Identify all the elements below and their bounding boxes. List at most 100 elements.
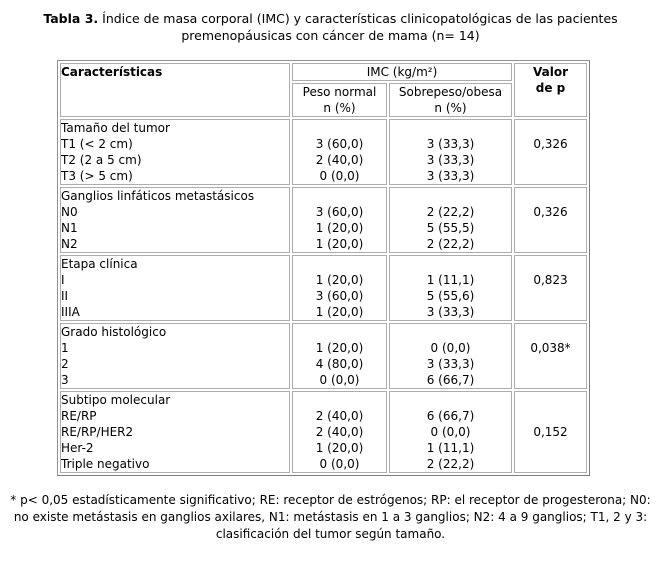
overweight-value: 3 (33,3) — [426, 357, 475, 371]
row-label: IIIA — [61, 305, 80, 319]
overweight-value: 1 (11,1) — [426, 273, 475, 287]
spacer-line — [390, 256, 511, 272]
spacer-line — [293, 256, 386, 272]
spacer-line — [515, 256, 586, 272]
table-header: Características IMC (kg/m²) Valor de p P… — [60, 63, 587, 117]
table-row: Tamaño del tumor T1 (< 2 cm) T2 (2 a 5 cm)… — [60, 119, 587, 185]
footnote: * p< 0,05 estadísticamente significativo… — [10, 493, 651, 541]
row-label: RE/RP/HER2 — [61, 425, 134, 439]
header-overweight-label: Sobrepeso/obesa — [398, 85, 503, 99]
p-value-cell: 0,152 — [514, 391, 587, 473]
normal-weight-value: 1 (20,0) — [315, 221, 364, 235]
characteristic-cell: Ganglios linfáticos metastásicos N0 N1 N2 — [60, 187, 290, 253]
spacer-line — [515, 392, 586, 408]
spacer-line — [515, 440, 586, 456]
table-row: Grado histológico 1 2 3 1 (20,0) 4 (80,0) 0 (0… — [60, 323, 587, 389]
spacer-line — [515, 408, 586, 424]
header-overweight: Sobrepeso/obesa n (%) — [389, 83, 512, 117]
normal-weight-cell: 1 (20,0) 4 (80,0) 0 (0,0) — [292, 323, 387, 389]
p-value: 0,152 — [533, 425, 568, 439]
p-value: 0,326 — [533, 205, 568, 219]
section-header: Subtipo molecular — [61, 393, 171, 407]
overweight-value: 2 (22,2) — [426, 237, 475, 251]
normal-weight-value: 1 (20,0) — [315, 273, 364, 287]
spacer-line — [515, 188, 586, 204]
table-body: Tamaño del tumor T1 (< 2 cm) T2 (2 a 5 cm)… — [60, 119, 587, 473]
overweight-value: 5 (55,5) — [426, 221, 475, 235]
row-label: T1 (< 2 cm) — [61, 137, 133, 151]
data-table: Características IMC (kg/m²) Valor de p P… — [57, 60, 590, 476]
normal-weight-value: 1 (20,0) — [315, 305, 364, 319]
p-value-cell: 0,038* — [514, 323, 587, 389]
spacer-line — [515, 220, 586, 236]
row-label: T2 (2 a 5 cm) — [61, 153, 142, 167]
header-n-pct: n (%) — [323, 101, 356, 115]
row-label: N0 — [61, 205, 78, 219]
characteristic-cell: Etapa clínica I II IIIA — [60, 255, 290, 321]
spacer-line — [515, 456, 586, 472]
spacer-line — [515, 288, 586, 304]
row-label: RE/RP — [61, 409, 97, 423]
header-characteristics: Características — [60, 63, 290, 117]
overweight-value: 5 (55,6) — [426, 289, 475, 303]
table-row: Etapa clínica I II IIIA 1 (20,0) 3 (60,0) 1 (2… — [60, 255, 587, 321]
overweight-cell: 0 (0,0) 3 (33,3) 6 (66,7) — [389, 323, 512, 389]
section-header: Etapa clínica — [61, 257, 138, 271]
header-n-pct: n (%) — [434, 101, 467, 115]
normal-weight-value: 2 (40,0) — [315, 153, 364, 167]
row-label: 2 — [61, 357, 69, 371]
spacer-line — [390, 392, 511, 408]
characteristic-cell: Tamaño del tumor T1 (< 2 cm) T2 (2 a 5 cm)… — [60, 119, 290, 185]
overweight-value: 2 (22,2) — [426, 205, 475, 219]
spacer-line — [515, 120, 586, 136]
table-row: Subtipo molecular RE/RP RE/RP/HER2 Her-2 Tri… — [60, 391, 587, 473]
row-label: I — [61, 273, 65, 287]
header-row-1: Características IMC (kg/m²) Valor de p — [60, 63, 587, 117]
header-row-2: Peso normal n (%) Sobrepeso/obesa n (%) — [60, 83, 587, 117]
normal-weight-cell: 3 (60,0) 1 (20,0) 1 (20,0) — [292, 187, 387, 253]
p-value: 0,326 — [533, 137, 568, 151]
row-label: T3 (> 5 cm) — [61, 169, 133, 183]
p-value: 0,823 — [533, 273, 568, 287]
normal-weight-value: 2 (40,0) — [315, 425, 364, 439]
row-label: N1 — [61, 221, 78, 235]
normal-weight-cell: 1 (20,0) 3 (60,0) 1 (20,0) — [292, 255, 387, 321]
spacer-line — [515, 152, 586, 168]
overweight-value: 0 (0,0) — [430, 425, 471, 439]
spacer-line — [515, 372, 586, 388]
spacer-line — [515, 304, 586, 320]
overweight-cell: 2 (22,2) 5 (55,5) 2 (22,2) — [389, 187, 512, 253]
row-label: 1 — [61, 341, 69, 355]
overweight-value: 2 (22,2) — [426, 457, 475, 471]
normal-weight-value: 3 (60,0) — [315, 289, 364, 303]
header-p-value: Valor de p — [514, 63, 587, 117]
overweight-value: 6 (66,7) — [426, 409, 475, 423]
row-label: Triple negativo — [61, 457, 150, 471]
overweight-value: 3 (33,3) — [426, 153, 475, 167]
spacer-line — [515, 356, 586, 372]
overweight-cell: 1 (11,1) 5 (55,6) 3 (33,3) — [389, 255, 512, 321]
header-p-value-label: Valor de p — [532, 65, 568, 95]
header-normal-weight: Peso normal n (%) — [292, 83, 387, 117]
p-value-cell: 0,326 — [514, 187, 587, 253]
section-header: Tamaño del tumor — [61, 121, 170, 135]
overweight-value: 3 (33,3) — [426, 169, 475, 183]
normal-weight-value: 4 (80,0) — [315, 357, 364, 371]
overweight-value: 1 (11,1) — [426, 441, 475, 455]
normal-weight-cell: 2 (40,0) 2 (40,0) 1 (20,0) 0 (0,0) — [292, 391, 387, 473]
row-label: II — [61, 289, 69, 303]
spacer-line — [390, 324, 511, 340]
section-header: Grado histológico — [61, 325, 167, 339]
normal-weight-value: 3 (60,0) — [315, 137, 364, 151]
p-value: 0,038* — [530, 341, 571, 355]
page: Tabla 3. Índice de masa corporal (IMC) y… — [0, 10, 661, 543]
normal-weight-value: 0 (0,0) — [319, 457, 360, 471]
normal-weight-value: 1 (20,0) — [315, 441, 364, 455]
table-row: Ganglios linfáticos metastásicos N0 N1 N2 3 … — [60, 187, 587, 253]
row-label: N2 — [61, 237, 78, 251]
spacer-line — [293, 392, 386, 408]
overweight-cell: 6 (66,7) 0 (0,0) 1 (11,1) 2 (22,2) — [389, 391, 512, 473]
normal-weight-value: 2 (40,0) — [315, 409, 364, 423]
normal-weight-cell: 3 (60,0) 2 (40,0) 0 (0,0) — [292, 119, 387, 185]
header-normal-weight-label: Peso normal — [302, 85, 377, 99]
